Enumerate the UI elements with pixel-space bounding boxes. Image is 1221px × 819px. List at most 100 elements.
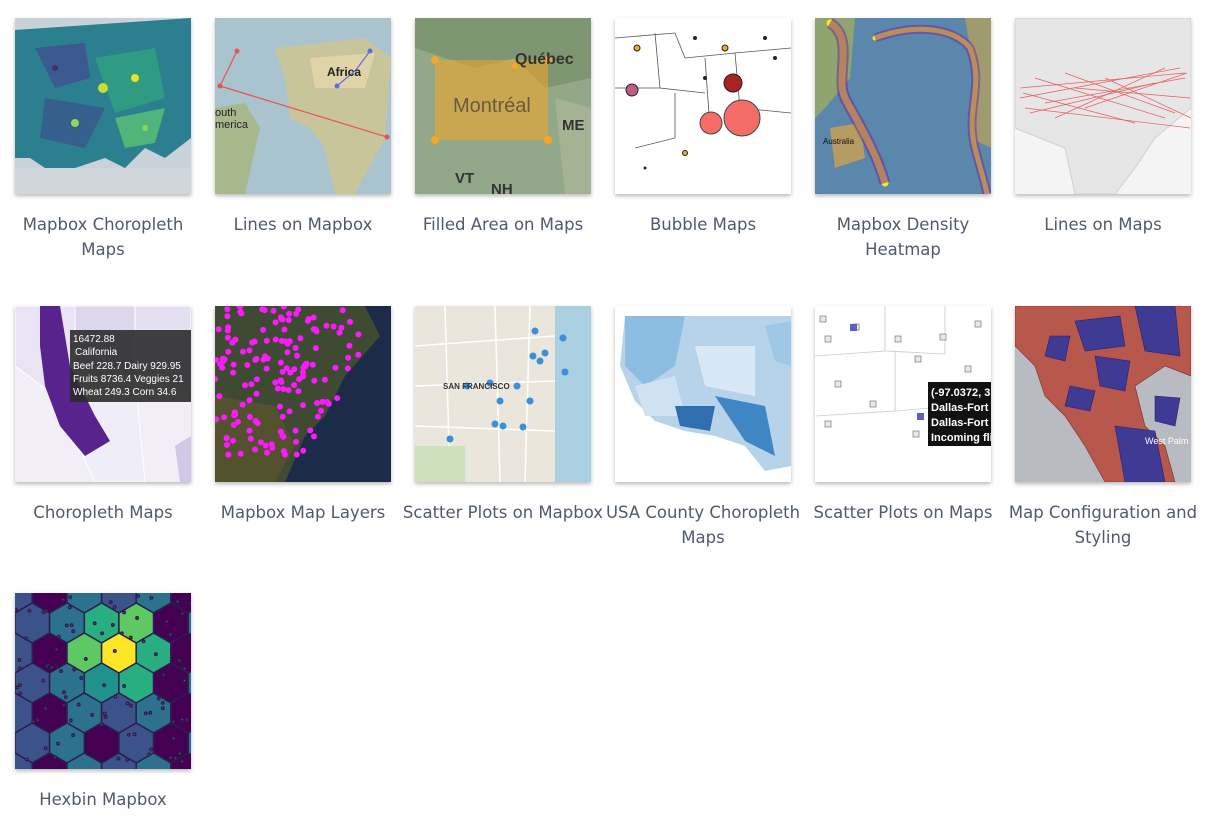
mapbox-map-layers-thumbnail-image: [215, 306, 391, 482]
hexbin-point: [108, 600, 113, 605]
map-point-marker: [336, 329, 343, 336]
hexbin-point: [71, 629, 76, 634]
map-point-marker: [252, 446, 258, 453]
hexbin-point: [177, 658, 182, 663]
bubble-maps-thumbnail-image: [615, 18, 791, 194]
choropleth-maps-thumbnail[interactable]: 16472.88 California Beef 228.7 Dairy 929…: [15, 306, 191, 482]
map-point-marker: [217, 361, 224, 368]
map-point-marker: [215, 376, 218, 383]
hexbin-point: [17, 666, 22, 671]
hexbin-point: [182, 666, 187, 671]
map-point-marker: [330, 323, 337, 330]
map-point-marker: [224, 306, 231, 313]
map-point-marker: [339, 307, 346, 314]
mapbox-density-heatmap-thumbnail[interactable]: Australia: [815, 18, 991, 194]
map-point-marker: [246, 414, 253, 420]
hexbin-point: [71, 733, 76, 738]
map-point-marker: [262, 353, 268, 360]
hexbin-point: [149, 595, 154, 600]
bubble-maps-thumbnail[interactable]: [615, 18, 791, 194]
map-point-marker: [319, 398, 326, 405]
lines-on-mapbox-thumbnail-image: Africa outh merica: [215, 18, 391, 194]
gallery-card-label: Scatter Plots on Mapbox: [402, 503, 604, 522]
map-point-marker: [260, 326, 267, 333]
hexbin-point: [160, 700, 165, 705]
map-point-marker: [278, 315, 285, 322]
gallery-card-label: Choropleth Maps: [33, 503, 173, 522]
hexbin-point: [177, 751, 182, 756]
gallery-card-label: Mapbox Map Layers: [220, 503, 386, 522]
hexbin-point: [143, 711, 148, 716]
mapbox-choropleth-thumbnail[interactable]: [15, 18, 191, 194]
map-point-marker: [311, 433, 317, 440]
map-configuration-thumbnail-image: West Palm: [1015, 306, 1191, 482]
hexbin-point: [17, 683, 22, 687]
mapbox-density-heatmap-thumbnail-image: Australia: [815, 18, 991, 194]
filled-area-on-maps-thumbnail[interactable]: Québec Montréal ME VT NH: [415, 18, 591, 194]
map-point-marker: [279, 413, 286, 420]
map-point-marker: [215, 416, 220, 423]
hexbin-point: [116, 756, 121, 761]
vermont-map-label: VT: [455, 170, 474, 187]
hexbin-point: [43, 746, 48, 751]
usa-county-choropleth-thumbnail[interactable]: [615, 306, 791, 482]
hexbin-point: [67, 605, 72, 610]
map-point-marker: [263, 337, 270, 344]
map-point-marker: [321, 376, 328, 383]
hexbin-point: [41, 610, 46, 615]
map-point-marker: [277, 377, 284, 384]
mapbox-map-layers-thumbnail[interactable]: [215, 306, 391, 482]
hexbin-point: [56, 741, 61, 746]
map-point-marker: [272, 379, 279, 386]
map-point-marker: [263, 365, 270, 372]
gallery-card-label: Filled Area on Maps: [422, 215, 584, 234]
new-hampshire-map-label: NH: [491, 181, 513, 194]
scatter-plots-on-mapbox-thumbnail[interactable]: SAN FRANCISCO: [415, 306, 591, 482]
tooltip-coords: (-97.0372, 3: [931, 387, 990, 399]
hexbin-point: [102, 683, 107, 688]
map-point-marker: [297, 335, 304, 342]
hexbin-point: [54, 647, 59, 652]
map-configuration-thumbnail[interactable]: West Palm: [1015, 306, 1191, 482]
map-point-marker: [274, 385, 281, 392]
map-point-marker: [224, 334, 231, 341]
map-point-marker: [252, 418, 259, 424]
hexbin-point: [148, 710, 153, 715]
hexbin-point: [113, 694, 118, 699]
scatter-plots-on-mapbox-thumbnail-image: SAN FRANCISCO: [415, 306, 591, 482]
map-point-marker: [219, 355, 226, 362]
hexbin-point: [41, 678, 46, 683]
map-point-marker: [224, 313, 231, 320]
tooltip-state: California: [75, 347, 118, 358]
hexbin-point: [135, 616, 140, 620]
lines-on-mapbox-thumbnail[interactable]: Africa outh merica: [215, 18, 391, 194]
hexbin-point: [35, 718, 40, 723]
hexbin-point: [161, 672, 166, 677]
map-point-marker: [248, 381, 255, 388]
hexbin-point: [147, 752, 152, 757]
scatter-plots-on-maps-thumbnail[interactable]: (-97.0372, 3 Dallas-Fort Dallas-Fort Inc…: [815, 306, 991, 482]
gallery-card-label: USA County Choropleth Maps: [605, 503, 801, 547]
map-point-marker: [223, 435, 230, 442]
hexbin-point: [180, 611, 185, 616]
map-point-marker: [240, 348, 246, 355]
map-point-marker: [237, 308, 244, 315]
lines-on-maps-thumbnail[interactable]: [1015, 18, 1191, 194]
hexbin-point: [179, 759, 184, 764]
map-point-marker: [285, 317, 292, 323]
map-point-marker: [287, 369, 294, 376]
hexbin-mapbox-thumbnail[interactable]: [15, 593, 191, 769]
map-point-marker: [242, 382, 248, 389]
map-point-marker: [279, 368, 286, 375]
map-point-marker: [293, 310, 300, 317]
hexbin-point: [27, 608, 32, 613]
hexbin-point: [103, 715, 108, 719]
hexbin-cell: [31, 752, 68, 769]
hexbin-point: [112, 605, 117, 609]
choropleth-maps-thumbnail-image: 16472.88 California Beef 228.7 Dairy 929…: [15, 306, 191, 482]
hexbin-point: [141, 639, 146, 644]
hexbin-point: [168, 632, 173, 637]
hexbin-point: [156, 696, 161, 701]
tooltip-airport-1: Dallas-Fort: [931, 402, 989, 414]
hexbin-point: [56, 634, 61, 639]
